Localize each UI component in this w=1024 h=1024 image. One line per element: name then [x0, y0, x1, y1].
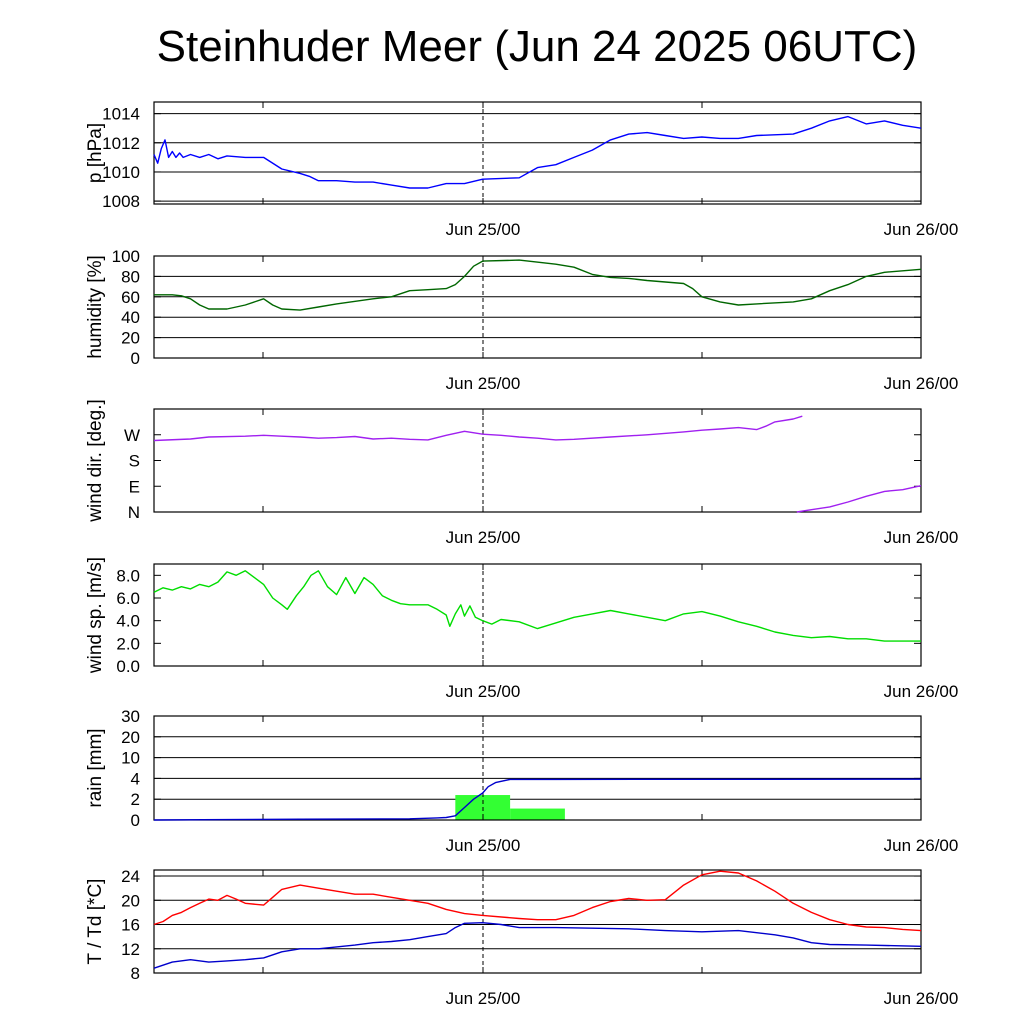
y-tick-label: 0 — [131, 811, 140, 830]
panel-frame — [153, 101, 922, 205]
panel-frame — [153, 563, 922, 667]
y-tick-label: 0 — [131, 349, 140, 368]
y-axis-label: wind sp. [m/s] — [85, 557, 106, 674]
y-axis-label: humidity [%] — [85, 255, 106, 358]
y-tick-label: E — [129, 477, 140, 496]
x-tick-label: Jun 25/00 — [446, 989, 521, 1008]
y-tick-label: 1010 — [102, 163, 140, 182]
y-tick-label: 1008 — [102, 192, 140, 211]
y-tick-label: 4 — [131, 769, 140, 788]
x-tick-label: Jun 25/00 — [446, 528, 521, 547]
x-tick-label: Jun 26/00 — [884, 682, 959, 701]
x-tick-label: Jun 26/00 — [884, 836, 959, 855]
panel-frame — [153, 869, 922, 974]
series-line — [153, 922, 922, 969]
page-title: Steinhuder Meer (Jun 24 2025 06UTC) — [156, 22, 918, 71]
x-tick-label: Jun 25/00 — [446, 682, 521, 701]
x-tick-label: Jun 26/00 — [884, 989, 959, 1008]
y-tick-label: 20 — [121, 329, 140, 348]
x-tick-label: Jun 25/00 — [446, 836, 521, 855]
y-tick-label: 60 — [121, 288, 140, 307]
y-tick-label: 6.0 — [116, 589, 140, 608]
series-line — [153, 415, 803, 442]
series-line — [153, 870, 922, 932]
series-line — [796, 485, 922, 513]
y-axis-label: rain [mm] — [85, 728, 106, 807]
series-line — [154, 259, 922, 311]
y-tick-label: 4.0 — [116, 612, 140, 631]
y-tick-label: 24 — [121, 867, 140, 886]
y-tick-label: N — [128, 503, 140, 522]
y-tick-label: 30 — [121, 707, 140, 726]
rain-bar — [510, 808, 565, 820]
series-line — [153, 570, 921, 642]
x-tick-label: Jun 26/00 — [884, 220, 959, 239]
y-tick-label: 40 — [121, 308, 140, 327]
y-tick-label: S — [129, 452, 140, 471]
series-line — [153, 115, 922, 189]
y-tick-label: 100 — [112, 247, 140, 266]
y-tick-label: 2.0 — [116, 634, 140, 653]
x-tick-label: Jun 26/00 — [884, 528, 959, 547]
panel-frame — [153, 255, 922, 359]
y-tick-label: 10 — [121, 749, 140, 768]
series-line — [153, 778, 922, 821]
y-tick-label: 20 — [121, 728, 140, 747]
panel-frame — [153, 715, 922, 821]
y-tick-label: 1012 — [102, 134, 140, 153]
y-tick-label: W — [124, 426, 140, 445]
x-tick-label: Jun 25/00 — [446, 374, 521, 393]
y-tick-label: 12 — [121, 940, 140, 959]
panel-frame — [153, 408, 922, 513]
y-tick-label: 80 — [121, 267, 140, 286]
y-tick-label: 16 — [121, 916, 140, 935]
y-tick-label: 1014 — [102, 105, 140, 124]
y-tick-label: 2 — [131, 790, 140, 809]
y-tick-label: 8 — [131, 964, 140, 983]
y-axis-label: T / Td [*C] — [85, 879, 106, 965]
x-tick-label: Jun 25/00 — [446, 220, 521, 239]
x-tick-label: Jun 26/00 — [884, 374, 959, 393]
y-axis-label: p [hPa] — [85, 123, 106, 183]
y-tick-label: 0.0 — [116, 657, 140, 676]
y-axis-label: wind dir. [deg.] — [85, 399, 106, 523]
y-tick-label: 20 — [121, 891, 140, 910]
y-tick-label: 8.0 — [116, 566, 140, 585]
